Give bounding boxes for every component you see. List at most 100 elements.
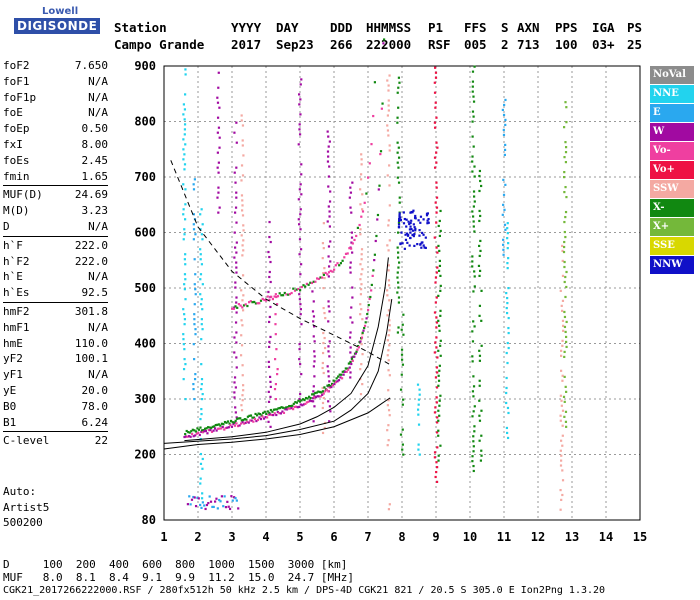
second-hop-point — [312, 280, 315, 283]
echo-streak-point — [216, 166, 219, 169]
param-value: N/A — [88, 90, 108, 104]
x-tick-label: 11 — [497, 530, 511, 544]
echo-streak-point — [275, 348, 278, 351]
echo-streak-point — [435, 321, 439, 324]
echo-streak-point — [361, 353, 364, 356]
echo-streak-point — [327, 275, 330, 278]
echo-streak-point — [506, 406, 510, 410]
header-line1-field-2: DAY — [276, 20, 299, 35]
echo-streak-point — [182, 378, 185, 381]
x-trace-point — [382, 38, 386, 41]
echo-streak-point — [200, 407, 203, 411]
echo-streak-point — [435, 470, 438, 474]
param-value: 222.0 — [74, 254, 108, 268]
echo-streak-point — [402, 453, 405, 456]
echo-streak-point — [559, 464, 563, 467]
echo-streak-point — [400, 373, 403, 376]
echo-streak-point — [192, 223, 195, 226]
second-hop-point — [355, 234, 358, 238]
echo-streak-point — [399, 433, 403, 436]
echo-streak-point — [563, 156, 566, 159]
echo-streak-point — [563, 280, 566, 284]
x-tick-label: 7 — [364, 530, 371, 544]
echo-streak-point — [564, 385, 567, 388]
echo-streak-point — [435, 141, 438, 144]
echo-streak-point — [563, 350, 566, 354]
x-trace-point — [280, 406, 283, 409]
echo-streak-point — [192, 188, 196, 191]
echo-streak-point — [561, 479, 565, 482]
x-trace-point — [216, 423, 219, 426]
x-tick-label: 12 — [531, 530, 545, 544]
echo-streak-point — [471, 255, 474, 258]
x-trace-point — [367, 303, 370, 307]
nnw-echo-point — [419, 221, 422, 224]
param-value: 7.650 — [74, 59, 108, 72]
echo-streak-point — [193, 303, 196, 306]
echo-streak-point — [183, 168, 186, 171]
echo-streak-point — [506, 431, 509, 435]
param-value: N/A — [88, 219, 108, 233]
echo-streak-point — [565, 320, 568, 324]
second-hop-point — [367, 176, 370, 179]
echo-streak-point — [505, 391, 508, 395]
echo-streak-point — [323, 426, 326, 430]
echo-streak-point — [473, 270, 476, 273]
echo-streak-point — [435, 386, 439, 389]
o-trace-point — [258, 416, 261, 419]
echo-streak-point — [435, 161, 438, 164]
o-trace-point — [362, 329, 365, 332]
echo-streak-point — [199, 477, 202, 480]
nnw-echo-point — [420, 246, 423, 249]
echo-streak-point — [434, 71, 438, 74]
echo-streak-point — [472, 450, 475, 453]
echo-streak-point — [471, 260, 474, 263]
echo-streak-point — [359, 228, 362, 231]
echo-streak-point — [235, 271, 238, 274]
o-trace-point — [278, 411, 281, 415]
x-trace-point — [240, 419, 243, 422]
x-trace-point — [193, 429, 196, 432]
echo-streak-point — [234, 411, 237, 414]
second-hop-point — [309, 281, 312, 284]
echo-streak-point — [199, 293, 202, 296]
nnw-echo-point — [425, 214, 429, 217]
o-trace-point — [235, 422, 238, 425]
echo-streak-point — [397, 261, 401, 264]
echo-streak-point — [300, 323, 303, 326]
echo-streak-point — [402, 398, 405, 401]
o-trace-point — [319, 395, 322, 398]
x-trace-point — [262, 411, 265, 415]
echo-streak-point — [563, 375, 566, 378]
second-hop-point — [333, 268, 336, 271]
echo-streak-point — [360, 283, 363, 286]
echo-streak-point — [562, 250, 566, 254]
echo-streak-point — [300, 263, 303, 266]
echo-streak-point — [323, 267, 326, 270]
echo-streak-point — [472, 145, 475, 148]
echo-streak-point — [433, 351, 436, 354]
echo-streak-point — [472, 435, 475, 438]
echo-streak-point — [200, 318, 203, 321]
echo-streak-point — [268, 270, 271, 274]
echo-streak-point — [471, 90, 474, 93]
second-hop-point — [348, 247, 351, 250]
nnw-echo-point — [399, 242, 402, 246]
echo-streak-point — [269, 380, 272, 383]
es-layer-point — [193, 496, 196, 499]
echo-streak-point — [299, 213, 302, 216]
echo-streak-point — [321, 386, 324, 390]
param-name: yE — [3, 383, 17, 397]
echo-streak-point — [504, 183, 507, 186]
x-trace-point — [196, 427, 199, 430]
echo-streak-point — [350, 236, 354, 239]
param-row: fmin 1.65 — [3, 169, 108, 185]
echo-streak-point — [471, 265, 474, 268]
o-trace-point — [304, 402, 307, 405]
echo-streak-point — [397, 166, 400, 169]
nnw-echo-point — [410, 210, 413, 214]
nnw-echo-point — [398, 218, 401, 222]
echo-streak-point — [386, 294, 389, 297]
echo-streak-point — [472, 410, 475, 413]
echo-streak-point — [233, 256, 236, 259]
